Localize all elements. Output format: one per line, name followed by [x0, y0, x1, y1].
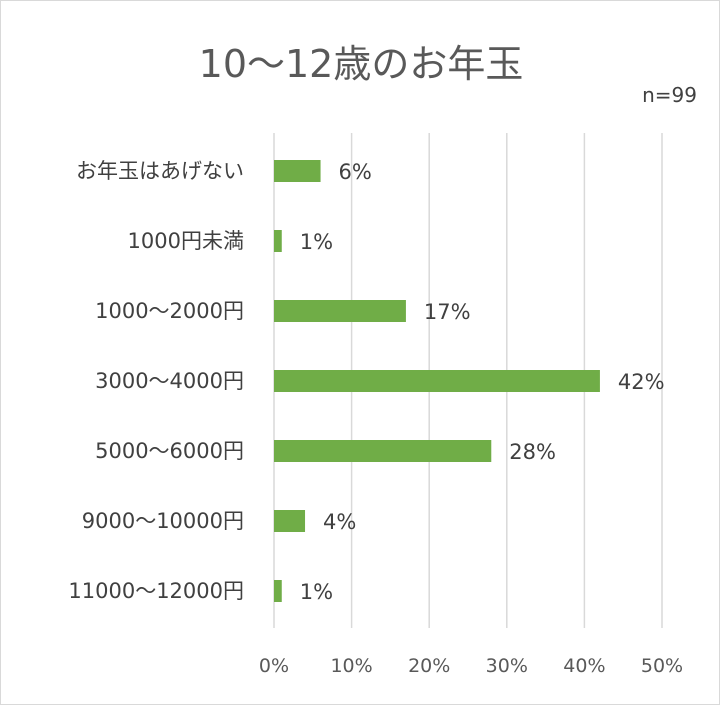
bar: [274, 370, 600, 392]
bar: [274, 230, 282, 252]
data-label: 17%: [424, 300, 471, 324]
x-tick-label: 0%: [259, 655, 289, 677]
data-label: 4%: [323, 510, 356, 534]
category-label: 11000～12000円: [68, 579, 244, 603]
x-tick-label: 40%: [563, 655, 605, 677]
sample-size-note: n=99: [642, 83, 697, 107]
bar: [274, 300, 406, 322]
x-tick-label: 20%: [408, 655, 450, 677]
bar: [274, 510, 306, 532]
x-tick-label: 50%: [641, 655, 683, 677]
data-label: 6%: [339, 160, 372, 184]
bar: [274, 440, 492, 462]
chart-title: 10～12歳のお年玉: [198, 42, 524, 86]
data-label: 28%: [509, 440, 556, 464]
category-label: 9000～10000円: [82, 509, 244, 533]
category-label: 5000～6000円: [95, 439, 244, 463]
data-label: 1%: [300, 580, 333, 604]
data-label: 42%: [618, 370, 665, 394]
data-label: 1%: [300, 230, 333, 254]
x-tick-label: 10%: [330, 655, 372, 677]
bar: [274, 580, 282, 602]
category-label: お年玉はあげない: [76, 159, 244, 183]
category-label: 1000～2000円: [95, 299, 244, 323]
bar: [274, 160, 321, 182]
category-label: 1000円未満: [128, 229, 244, 253]
x-tick-label: 30%: [486, 655, 528, 677]
category-label: 3000～4000円: [95, 369, 244, 393]
